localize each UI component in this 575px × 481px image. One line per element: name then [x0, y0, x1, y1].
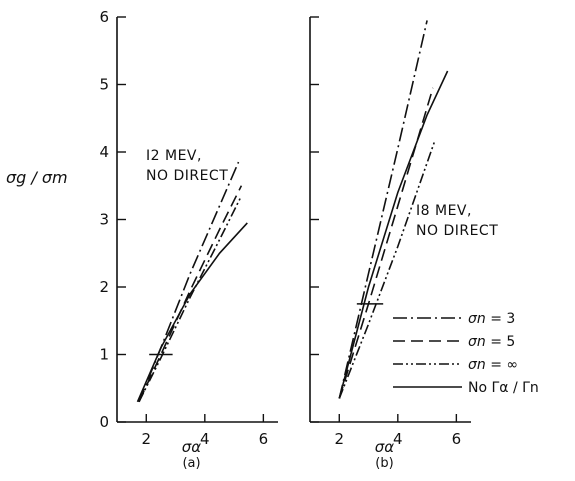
- panel-caption: (b): [375, 456, 393, 471]
- x-tick-label: 6: [452, 430, 462, 448]
- panel-annotation: I2 MEV,: [146, 148, 202, 164]
- series-line-1: [138, 161, 240, 403]
- y-tick-label: 5: [99, 76, 109, 94]
- series-line-4: [136, 222, 248, 403]
- x-axis-label: σα: [182, 438, 202, 456]
- legend-label: σn = 5: [468, 334, 515, 350]
- x-axis-label: σα: [375, 438, 395, 456]
- y-tick-label: 3: [99, 211, 109, 229]
- y-tick-label: 2: [99, 278, 109, 296]
- panel-b: 2 4 6 σα(b) I8 MEV, NO DIRECT: [309, 16, 498, 471]
- y-tick-label: 1: [99, 346, 109, 364]
- panel-annotation: NO DIRECT: [146, 168, 228, 184]
- series-line-2: [138, 185, 243, 403]
- x-tick-label: 6: [259, 430, 269, 448]
- x-tick-label: 4: [200, 430, 210, 448]
- legend-label: σn = ∞: [468, 357, 518, 373]
- panel-a: 0 1 2 3 4 5 6 2 4 6 σα(a) I2 MEV, NO DIRECT: [99, 8, 278, 471]
- legend-label: No Γα / Γn: [468, 380, 539, 396]
- x-tick-label: 2: [334, 430, 344, 448]
- y-tick-label: 6: [99, 8, 109, 26]
- series-line-3: [138, 195, 243, 403]
- panel-annotation: NO DIRECT: [416, 223, 498, 239]
- y-tick-label: 0: [99, 413, 109, 431]
- y-axis-label: σg / σm: [6, 168, 68, 187]
- panel-caption: (a): [182, 456, 200, 471]
- series-line-4: [338, 70, 449, 399]
- panel-annotation: I8 MEV,: [416, 203, 472, 219]
- legend: σn = 3 σn = 5 σn = ∞ No Γα / Γn: [393, 311, 539, 396]
- series-line-3: [338, 141, 436, 399]
- legend-label: σn = 3: [468, 311, 515, 327]
- x-tick-label: 2: [141, 430, 151, 448]
- x-tick-label: 4: [393, 430, 403, 448]
- series-line-1: [338, 20, 428, 399]
- y-tick-label: 4: [99, 143, 109, 161]
